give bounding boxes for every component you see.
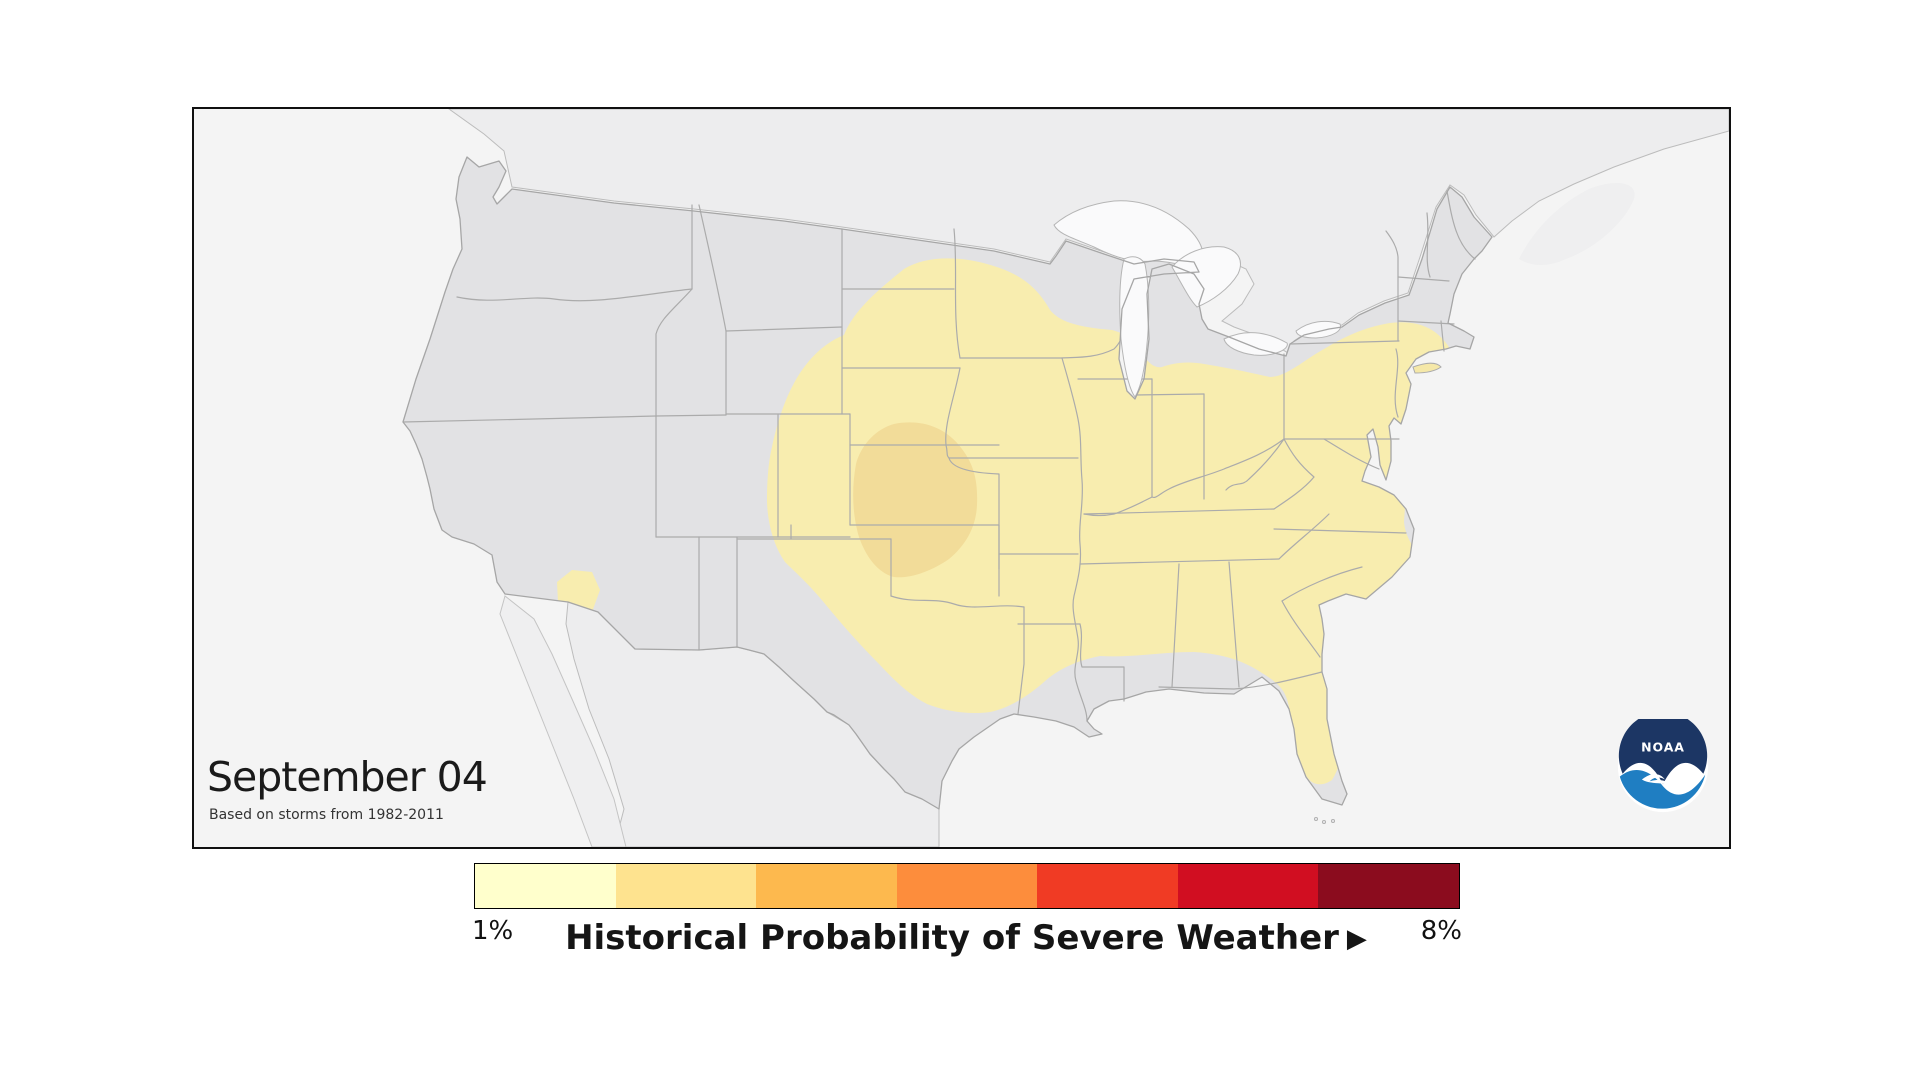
noaa-logo-wave [1619,770,1706,809]
state-borders [402,190,1476,722]
probability-1pct-region [767,258,1453,785]
legend-color-bar [474,863,1460,909]
legend-min-label: 1% [472,916,514,946]
noaa-logo: NOAA [1617,719,1709,813]
baja-california-landmass [499,595,627,847]
map-date-label: September 04 [207,753,488,801]
map-subtitle: Based on storms from 1982-2011 [209,807,444,823]
legend-title-text: Historical Probability of Severe Weather [565,918,1339,958]
map-panel: September 04 Based on storms from 1982-2… [192,107,1731,849]
us-probability-map [194,109,1729,847]
florida-keys [1314,817,1336,825]
nova-scotia-landmass [1519,183,1635,265]
noaa-logo-top-shell [1618,719,1708,785]
legend-color-segment-4 [896,864,1038,908]
legend-color-segment-6 [1177,864,1319,908]
legend-title: Historical Probability of Severe Weather… [466,918,1466,958]
next-day-arrow-button[interactable]: ▶ [1346,924,1367,954]
lake-erie [1223,332,1288,356]
legend-color-segment-1 [475,864,616,908]
legend-color-segment-3 [756,864,897,908]
long-island [1412,362,1442,374]
noaa-logo-text: NOAA [1641,740,1685,755]
lake-michigan [1119,256,1150,398]
legend-color-segment-5 [1037,864,1178,908]
noaa-seagull-icon [1641,774,1671,786]
legend-color-segment-7 [1318,864,1460,908]
legend-color-segment-2 [615,864,757,908]
us-coast-outline [402,156,1493,810]
legend-max-label: 8% [1420,916,1462,946]
